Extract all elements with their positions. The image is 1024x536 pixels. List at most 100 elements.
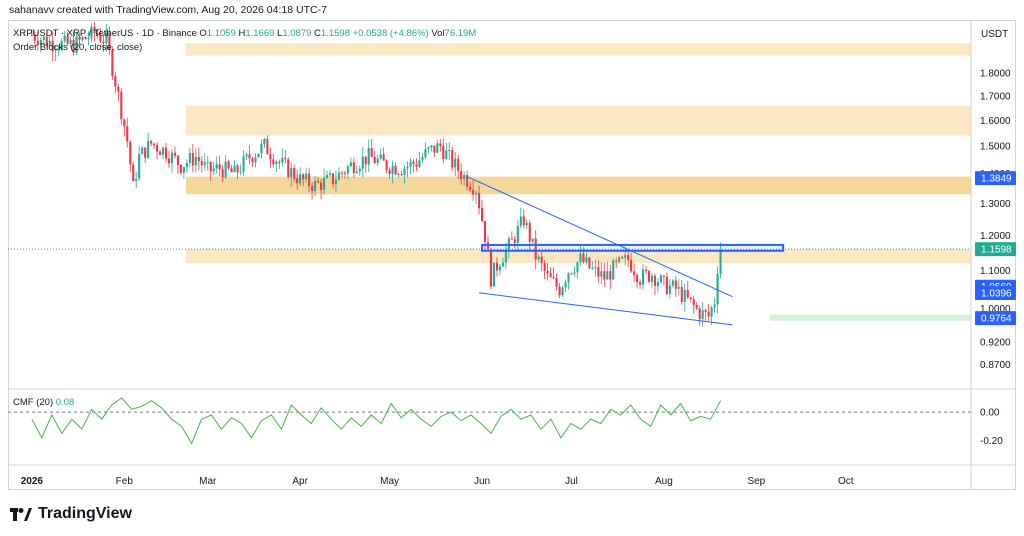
indicator-legend[interactable]: Order Blocks (20, close, close): [13, 42, 143, 53]
candle-body: [403, 168, 406, 176]
candle-body: [612, 260, 615, 280]
candle-body: [501, 262, 504, 267]
candle-body: [451, 150, 454, 168]
candle-body: [361, 156, 364, 169]
y-axis-label: USDT: [981, 29, 1008, 40]
symbol-name[interactable]: XRPUSDT · XRP / TetherUS · 1D · Binance: [13, 28, 197, 39]
x-tick-label: Jul: [565, 476, 578, 487]
cmf-value: 0.08: [55, 397, 75, 408]
x-tick-label: 2026: [21, 476, 44, 487]
candle-body: [475, 192, 478, 195]
candle-body: [594, 266, 597, 268]
y-tick-label: 1.0000: [980, 304, 1011, 315]
candle-body: [644, 269, 648, 272]
candle-body: [621, 257, 624, 259]
candle-body: [358, 168, 361, 172]
candle-body: [325, 174, 329, 178]
low-label: L: [277, 28, 283, 39]
y-tick-label: 0.9200: [980, 337, 1011, 348]
candle-body: [546, 271, 549, 274]
candle-body: [600, 271, 603, 277]
candle-body: [463, 174, 466, 180]
close-label: C: [314, 28, 321, 39]
candle-body: [406, 166, 409, 169]
candle-body: [63, 35, 66, 41]
x-tick-label: Oct: [838, 476, 854, 487]
candle-body: [105, 32, 108, 44]
candle-body: [117, 86, 120, 92]
candle-body: [120, 91, 123, 120]
candle-body: [167, 158, 171, 164]
y-tick-label: 1.2000: [980, 231, 1011, 242]
high-label: H: [238, 28, 246, 39]
y-tick-label: 1.7000: [980, 91, 1011, 102]
tradingview-footer[interactable]: TradingView: [10, 505, 132, 523]
candle-body: [665, 276, 668, 294]
change-value: +0.0538 (+4.86%): [352, 28, 429, 39]
candle-body: [221, 169, 224, 178]
candle-body: [156, 145, 159, 152]
candle-body: [516, 225, 519, 244]
candle-body: [197, 156, 200, 162]
candle-body: [340, 172, 343, 174]
candle-body: [296, 178, 299, 184]
candle-body: [504, 249, 507, 263]
candle-body: [442, 146, 445, 159]
candle-body: [334, 179, 338, 185]
cmf-label: CMF (20): [13, 397, 54, 408]
price-tag-label: 1.0396: [981, 288, 1012, 299]
candle-body: [337, 172, 340, 180]
candle-body: [630, 260, 633, 272]
x-tick-label: Sep: [747, 476, 765, 487]
candle-body: [144, 147, 147, 158]
candle-body: [677, 287, 680, 289]
candle-body: [269, 154, 272, 160]
candle-body: [90, 26, 93, 38]
candle-body: [710, 307, 713, 317]
price-tag: [975, 171, 1016, 186]
candle-body: [36, 40, 39, 45]
candle-body: [367, 148, 370, 165]
candle-body: [209, 162, 212, 172]
y-tick-label: 0.8700: [980, 360, 1011, 371]
candle-body: [275, 161, 278, 165]
candle-body: [704, 310, 707, 312]
candle-body: [495, 262, 498, 271]
volume-label: Vol: [431, 28, 445, 39]
candle-body: [519, 216, 522, 226]
candle-body: [683, 289, 686, 303]
candle-body: [522, 216, 525, 226]
x-tick-label: May: [380, 476, 399, 487]
candle-body: [93, 26, 96, 33]
candle-body: [540, 256, 543, 264]
candle-body: [603, 271, 606, 280]
candle-body: [573, 272, 576, 274]
candle-body: [66, 35, 69, 44]
candle-body: [188, 152, 191, 164]
candle-body: [531, 238, 534, 242]
candle-body: [659, 275, 662, 283]
candle-body: [460, 171, 463, 180]
candle-body: [433, 145, 436, 153]
y-tick-label: 1.3000: [980, 199, 1011, 210]
candle-body: [281, 157, 284, 163]
y-tick-label: 1.5000: [980, 142, 1011, 153]
candle-body: [138, 154, 141, 179]
candles-group: [30, 22, 722, 327]
candle-body: [239, 171, 242, 173]
x-tick-label: Jun: [474, 476, 490, 487]
candle-body: [245, 154, 248, 157]
candle-body: [558, 286, 561, 296]
candle-body: [373, 157, 376, 164]
cmf-legend[interactable]: CMF (20) 0.08: [13, 397, 74, 408]
candle-body: [159, 151, 162, 155]
candle-body: [42, 36, 45, 41]
y-tick-label: 1.6000: [980, 116, 1011, 127]
candle-body: [57, 49, 60, 51]
candle-body: [591, 267, 594, 269]
x-tick-label: Feb: [116, 476, 134, 487]
candle-body: [421, 157, 424, 161]
y-tick-label: 1.1000: [980, 266, 1011, 277]
candle-body: [543, 263, 546, 272]
